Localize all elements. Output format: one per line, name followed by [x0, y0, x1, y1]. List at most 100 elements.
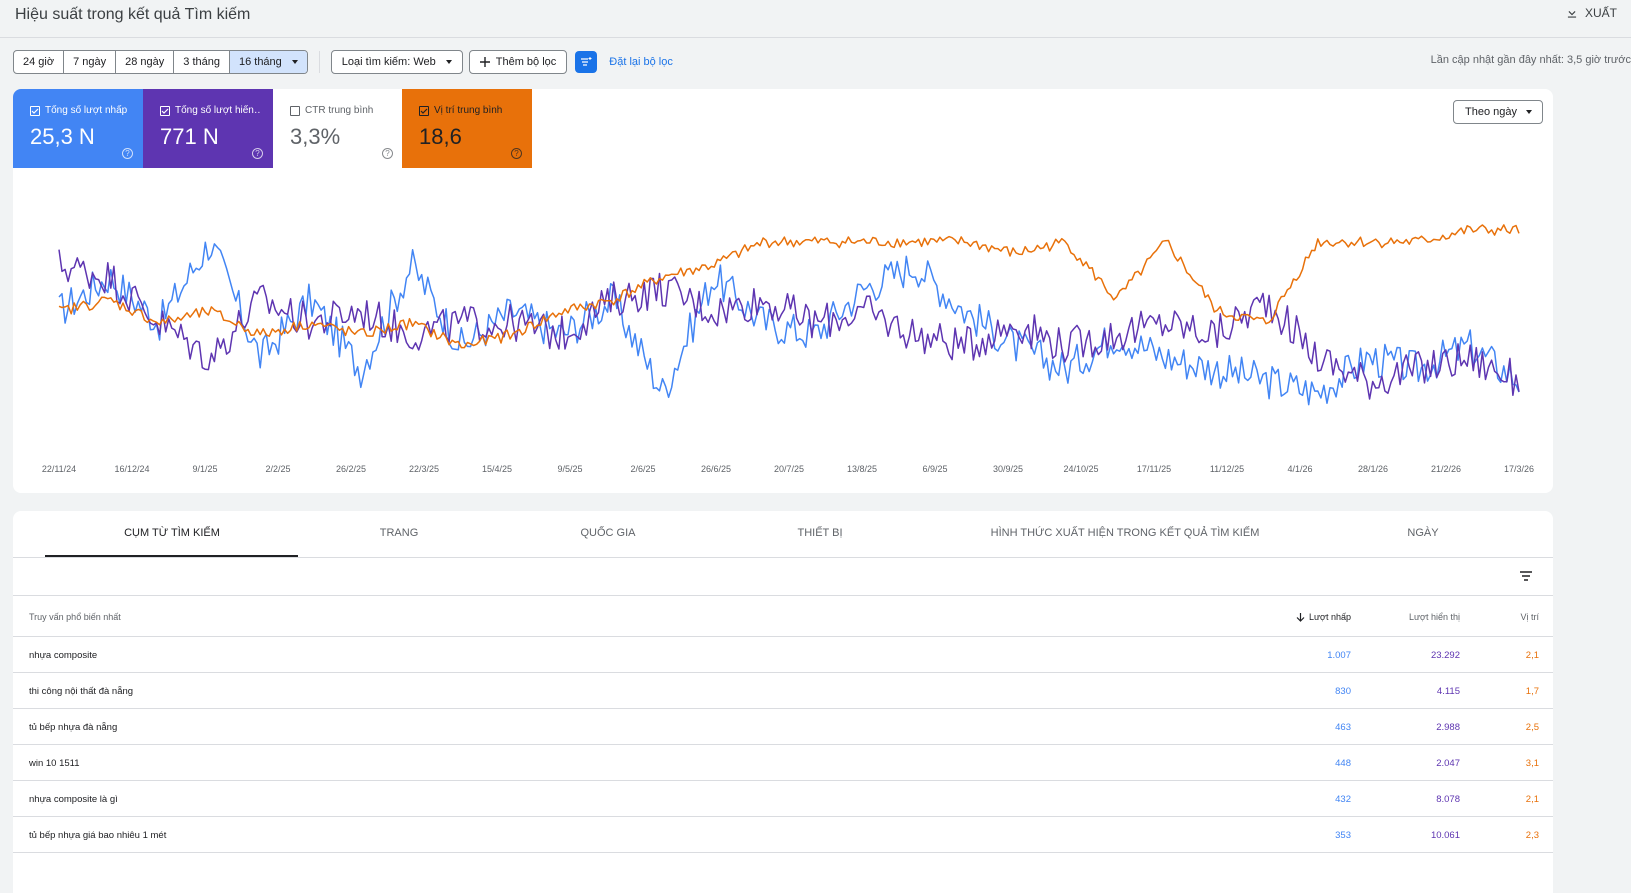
series-line-2: [58, 224, 1520, 349]
x-tick-label: 15/4/25: [482, 464, 512, 474]
export-button[interactable]: XUẤT: [1565, 6, 1617, 20]
impressions-cell: 2.047: [1436, 758, 1460, 769]
range-7d-button[interactable]: 7 ngày: [64, 51, 117, 73]
x-tick-label: 2/6/25: [630, 464, 655, 474]
download-icon: [1567, 7, 1577, 18]
add-filter-label: Thêm bộ lọc: [495, 56, 557, 68]
column-header-clicks-label: Lượt nhấp: [1309, 612, 1351, 622]
arrow-down-icon: [1296, 612, 1305, 622]
column-header-impressions[interactable]: Lượt hiển thị: [1409, 612, 1460, 622]
table-row[interactable]: tủ bếp nhựa giá bao nhiêu 1 mét 353 10.0…: [13, 817, 1553, 853]
x-tick-label: 13/8/25: [847, 464, 877, 474]
x-tick-label: 16/12/24: [114, 464, 149, 474]
search-type-dropdown[interactable]: Loại tìm kiếm: Web: [330, 50, 463, 74]
metric-label: Tổng số lượt nhấp: [45, 105, 128, 116]
checkbox-checked-icon: [30, 105, 40, 116]
impressions-cell: 8.078: [1436, 794, 1460, 805]
chevron-down-icon: [445, 60, 452, 64]
help-icon[interactable]: ?: [382, 148, 393, 159]
x-tick-label: 6/9/25: [922, 464, 947, 474]
tab-dates[interactable]: NGÀY: [1407, 527, 1439, 539]
query-cell: nhựa composite: [29, 650, 98, 661]
filter-sparkle-icon: [581, 57, 592, 66]
performance-chart-card: Tổng số lượt nhấp 25,3 N ? Tổng số lượt …: [13, 89, 1553, 493]
impressions-cell: 10.061: [1430, 830, 1460, 841]
dimension-tabs: CỤM TỪ TÌM KIẾM TRANG QUỐC GIA THIẾT BỊ …: [13, 511, 1553, 558]
metric-value: 3,3%: [290, 124, 341, 149]
range-28d-button[interactable]: 28 ngày: [116, 51, 175, 73]
range-16m-button[interactable]: 16 tháng: [229, 51, 307, 73]
x-tick-label: 2/2/25: [265, 464, 290, 474]
granularity-dropdown[interactable]: Theo ngày: [1453, 100, 1543, 124]
filter-settings-button[interactable]: [575, 51, 598, 73]
table-row[interactable]: tủ bếp nhựa đà nẵng 463 2.988 2,5: [13, 709, 1553, 745]
column-header-clicks[interactable]: Lượt nhấp: [1296, 612, 1351, 622]
clicks-cell: 353: [1335, 830, 1351, 841]
clicks-cell: 448: [1335, 758, 1351, 769]
export-label: XUẤT: [1584, 6, 1617, 20]
search-type-label: Loại tìm kiếm: Web: [341, 56, 436, 68]
query-cell: tủ bếp nhựa giá bao nhiêu 1 mét: [29, 830, 167, 841]
tab-countries[interactable]: QUỐC GIA: [580, 527, 636, 539]
metric-value: 18,6: [419, 124, 462, 149]
range-16m-label: 16 tháng: [238, 56, 282, 68]
clicks-cell: 1.007: [1327, 650, 1351, 661]
checkbox-checked-icon: [419, 105, 429, 116]
tab-queries[interactable]: CỤM TỪ TÌM KIẾM: [124, 527, 220, 539]
last-updated-text: Lần cập nhật gần đây nhất: 3,5 giờ trước: [1430, 54, 1631, 66]
filter-icon[interactable]: [1519, 569, 1533, 583]
range-3m-button[interactable]: 3 tháng: [174, 51, 230, 73]
x-tick-label: 9/5/25: [557, 464, 582, 474]
x-tick-label: 21/2/26: [1431, 464, 1461, 474]
x-tick-label: 24/10/25: [1063, 464, 1098, 474]
chevron-down-icon: [1526, 110, 1532, 114]
x-tick-label: 4/1/26: [1287, 464, 1312, 474]
column-header-query[interactable]: Truy vấn phổ biến nhất: [29, 612, 121, 622]
metric-card-clicks[interactable]: Tổng số lượt nhấp 25,3 N ?: [13, 89, 143, 168]
help-icon[interactable]: ?: [511, 148, 522, 159]
range-24h-button[interactable]: 24 giờ: [14, 51, 65, 73]
top-bar: Hiệu suất trong kết quả Tìm kiếm XUẤT: [0, 0, 1631, 38]
position-cell: 1,7: [1525, 686, 1539, 697]
metric-label: Vị trí trung bình: [434, 105, 503, 116]
x-tick-label: 26/2/25: [336, 464, 366, 474]
query-cell: thi công nội thất đà nẵng: [29, 686, 134, 697]
x-tick-label: 17/11/25: [1137, 464, 1171, 474]
clicks-cell: 830: [1335, 686, 1351, 697]
performance-line-chart[interactable]: 22/11/24 16/12/24 9/1/25 2/2/25 26/2/25 22/3/…: [13, 199, 1553, 489]
tab-devices[interactable]: THIẾT BỊ: [797, 527, 843, 539]
checkbox-unchecked-icon: [290, 105, 300, 116]
position-cell: 3,1: [1525, 758, 1539, 769]
x-tick-label: 26/6/25: [701, 464, 731, 474]
column-header-position[interactable]: Vị trí: [1520, 612, 1539, 622]
metric-card-ctr[interactable]: CTR trung bình 3,3% ?: [273, 89, 403, 168]
x-tick-label: 20/7/25: [774, 464, 804, 474]
help-icon[interactable]: ?: [122, 148, 133, 159]
x-tick-label: 28/1/26: [1358, 464, 1388, 474]
position-cell: 2,5: [1525, 722, 1539, 733]
date-range-group: 24 giờ 7 ngày 28 ngày 3 tháng 16 tháng: [13, 50, 308, 74]
impressions-cell: 23.292: [1430, 650, 1460, 661]
position-cell: 2,3: [1525, 830, 1539, 841]
tab-pages[interactable]: TRANG: [379, 527, 419, 539]
add-filter-button[interactable]: Thêm bộ lọc: [468, 50, 568, 74]
clicks-cell: 463: [1335, 722, 1351, 733]
metric-card-position[interactable]: Vị trí trung bình 18,6 ?: [402, 89, 532, 168]
metric-label: CTR trung bình: [305, 105, 374, 116]
x-tick-label: 9/1/25: [192, 464, 217, 474]
x-tick-label: 22/11/24: [42, 464, 76, 474]
table-row[interactable]: win 10 1511 448 2.047 3,1: [13, 745, 1553, 781]
help-icon[interactable]: ?: [252, 148, 263, 159]
table-row[interactable]: nhựa composite là gì 432 8.078 2,1: [13, 781, 1553, 817]
query-cell: nhựa composite là gì: [29, 794, 118, 805]
tab-search-appearance[interactable]: HÌNH THỨC XUẤT HIỆN TRONG KẾT QUẢ TÌM KI…: [990, 527, 1260, 539]
reset-filters-link[interactable]: Đặt lại bộ lọc: [609, 56, 673, 68]
position-cell: 2,1: [1525, 794, 1539, 805]
x-tick-label: 30/9/25: [993, 464, 1023, 474]
plus-icon: [479, 57, 490, 67]
table-row[interactable]: nhựa composite 1.007 23.292 2,1: [13, 637, 1553, 673]
filter-bar: 24 giờ 7 ngày 28 ngày 3 tháng 16 tháng L…: [13, 50, 673, 74]
x-tick-label: 11/12/25: [1210, 464, 1244, 474]
metric-card-impressions[interactable]: Tổng số lượt hiển… 771 N ?: [143, 89, 273, 168]
table-row[interactable]: thi công nội thất đà nẵng 830 4.115 1,7: [13, 673, 1553, 709]
